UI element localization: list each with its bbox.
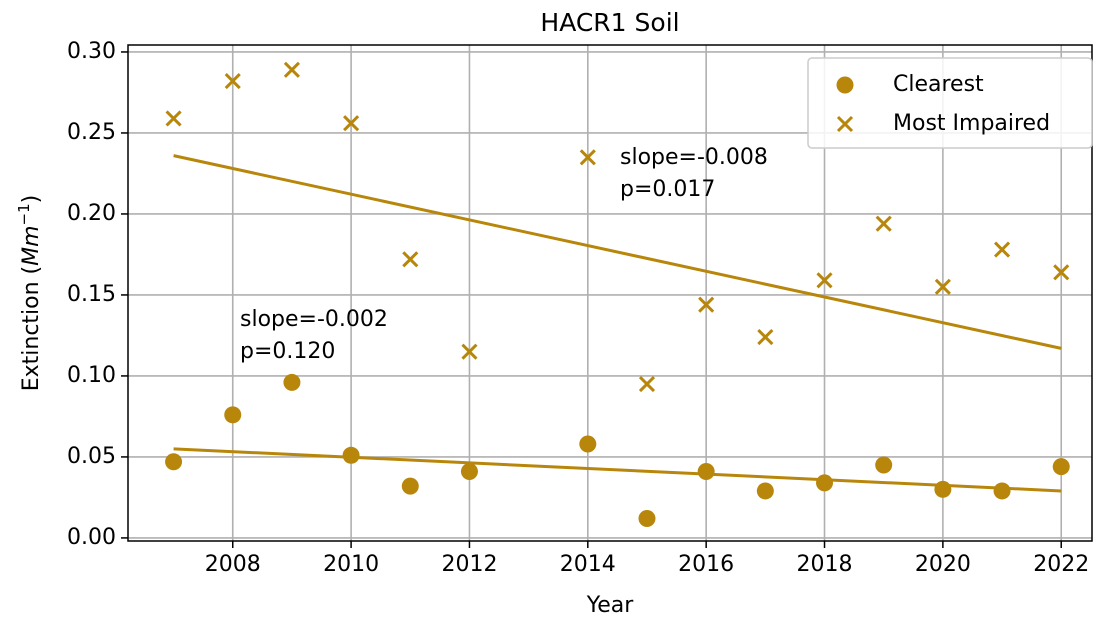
point [638, 509, 656, 527]
chart-title: HACR1 Soil [540, 8, 679, 37]
x-tick-label: 2012 [441, 552, 497, 577]
y-tick-label: 0.15 [67, 282, 116, 307]
point [402, 251, 419, 268]
point [875, 456, 893, 474]
trend-line [173, 154, 1062, 350]
point [993, 482, 1011, 500]
y-tick-label: 0.20 [67, 201, 116, 226]
y-tick-label: 0.00 [67, 525, 116, 550]
legend-label: Clearest [893, 72, 984, 97]
x-axis-label: Year [586, 593, 635, 618]
point [283, 61, 300, 78]
y-tick-label: 0.05 [67, 444, 116, 469]
point [1052, 458, 1070, 476]
legend-label: Most Impaired [893, 111, 1050, 136]
point [342, 446, 360, 464]
legend-box [807, 57, 1093, 149]
point [460, 463, 478, 481]
annotation: slope=-0.008 [620, 145, 768, 170]
y-label-part: Extinction ( [19, 266, 44, 391]
legend-marker [836, 115, 854, 133]
x-tick-label: 2008 [205, 552, 261, 577]
point [401, 477, 419, 495]
annotation: p=0.120 [240, 339, 335, 364]
annotation: slope=-0.002 [240, 307, 388, 332]
y-axis-label: Extinction (Mm−1) [15, 195, 45, 392]
x-tick-label: 2016 [678, 552, 734, 577]
point [579, 149, 596, 166]
plot-frame [127, 44, 1093, 542]
x-tick-label: 2018 [797, 552, 853, 577]
point [283, 373, 301, 391]
x-tick-label: 2020 [915, 552, 971, 577]
y-label-part: ) [19, 195, 44, 204]
point [934, 480, 952, 498]
point [224, 73, 241, 90]
point [1053, 264, 1070, 281]
point [165, 110, 182, 127]
point [461, 343, 478, 360]
y-tick-label: 0.30 [67, 39, 116, 64]
x-tick-label: 2010 [323, 552, 379, 577]
y-label-part: Mm [19, 225, 44, 265]
point [638, 375, 656, 393]
point [698, 296, 715, 313]
point [816, 272, 833, 289]
point [875, 215, 892, 232]
y-tick-label: 0.25 [67, 120, 116, 145]
x-tick-label: 2014 [560, 552, 616, 577]
point [224, 406, 242, 424]
point [816, 474, 834, 492]
y-tick-label: 0.10 [67, 363, 116, 388]
y-label-part: −1 [15, 203, 33, 225]
annotation: p=0.017 [620, 177, 715, 202]
trend-line [173, 447, 1062, 493]
point [756, 482, 774, 500]
point [579, 435, 597, 453]
point [934, 278, 951, 295]
point [165, 453, 183, 471]
point [343, 115, 360, 132]
point [757, 328, 774, 346]
point [993, 241, 1011, 258]
legend-marker [836, 76, 854, 94]
x-tick-label: 2022 [1033, 552, 1089, 577]
point [697, 463, 715, 481]
